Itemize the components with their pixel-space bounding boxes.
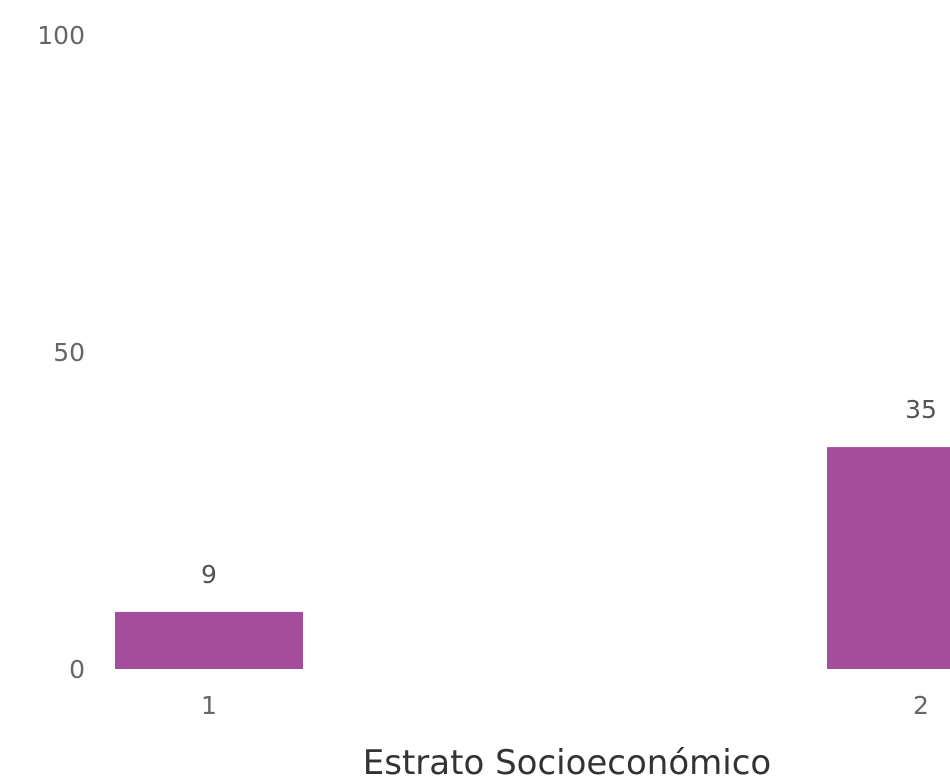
x-tick-label: 1 <box>201 691 217 720</box>
bars <box>115 447 950 669</box>
x-tick-label: 2 <box>913 691 929 720</box>
y-tick-label: 0 <box>69 655 85 684</box>
bar-1[interactable] <box>115 611 303 669</box>
data-label: 35 <box>905 395 937 424</box>
x-axis-title: Estrato Socioeconómico <box>363 743 771 782</box>
y-axis-ticks: 0 50 100 <box>37 21 85 684</box>
y-tick-label: 100 <box>37 21 85 50</box>
data-label: 9 <box>201 560 217 589</box>
y-tick-label: 50 <box>53 338 85 367</box>
bar-2[interactable] <box>827 447 950 669</box>
data-labels: 9 35 <box>201 395 937 589</box>
